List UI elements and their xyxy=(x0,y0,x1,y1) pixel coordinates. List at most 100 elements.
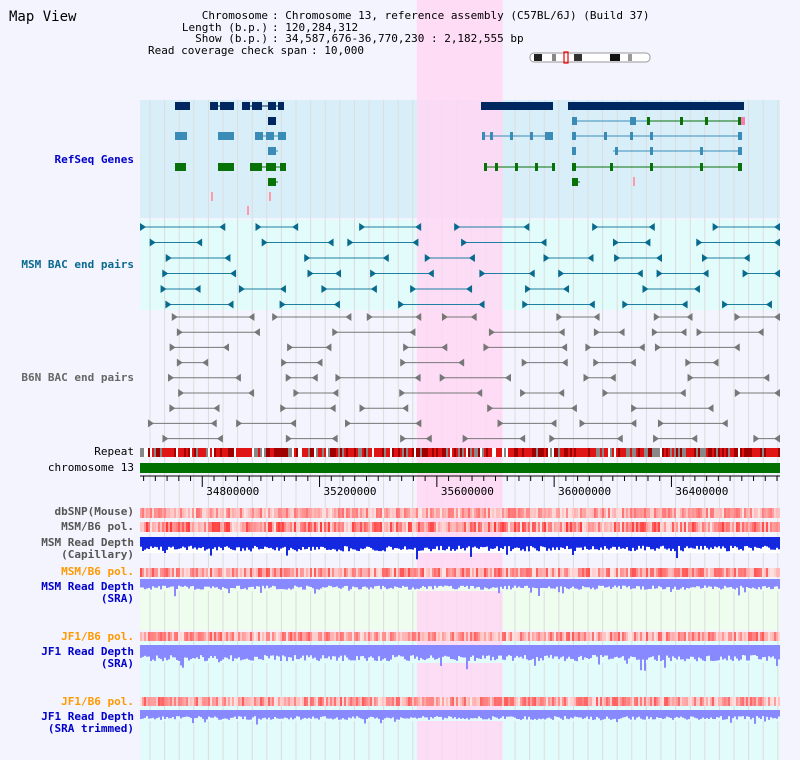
polymorphism-cell xyxy=(168,697,170,706)
depth-bar xyxy=(316,579,318,590)
polymorphism-cell xyxy=(400,697,402,706)
polymorphism-cell xyxy=(536,508,538,518)
depth-bar xyxy=(678,537,680,547)
polymorphism-cell xyxy=(236,697,238,706)
polymorphism-cell xyxy=(578,568,580,577)
polymorphism-cell xyxy=(374,522,376,532)
depth-bar xyxy=(314,645,316,658)
polymorphism-cell xyxy=(478,697,480,706)
track-label-b6n-bac[interactable]: B6N BAC end pairs xyxy=(21,371,134,384)
polymorphism-cell xyxy=(360,522,362,532)
bac-end-marker xyxy=(521,358,528,367)
repeat-block xyxy=(668,448,670,457)
polymorphism-cell xyxy=(226,568,228,577)
depth-bar xyxy=(252,710,254,718)
polymorphism-cell xyxy=(610,522,612,532)
depth-bar xyxy=(712,645,714,661)
polymorphism-cell xyxy=(272,697,274,706)
polymorphism-cell xyxy=(722,568,724,577)
depth-bar xyxy=(438,645,440,658)
polymorphism-cell xyxy=(260,508,262,518)
polymorphism-cell xyxy=(700,522,702,532)
depth-bar xyxy=(458,645,460,657)
polymorphism-cell xyxy=(416,632,418,641)
polymorphism-cell xyxy=(660,697,662,706)
polymorphism-cell xyxy=(504,508,506,518)
polymorphism-cell xyxy=(318,697,320,706)
depth-bar xyxy=(548,710,550,718)
polymorphism-cell xyxy=(210,508,212,518)
repeat-block xyxy=(650,448,652,457)
bac-end-marker xyxy=(701,254,708,262)
polymorphism-cell xyxy=(288,568,290,577)
polymorphism-cell xyxy=(204,632,206,641)
depth-bar xyxy=(218,645,220,663)
polymorphism-cell xyxy=(488,697,490,706)
polymorphism-cell xyxy=(352,697,354,706)
depth-bar xyxy=(536,645,538,658)
polymorphism-cell xyxy=(718,522,720,532)
depth-bar xyxy=(616,645,618,657)
polymorphism-cell xyxy=(746,568,748,577)
depth-bar xyxy=(350,645,352,661)
polymorphism-cell xyxy=(490,568,492,577)
polymorphism-cell xyxy=(314,508,316,518)
depth-bar xyxy=(352,537,354,550)
repeat-block xyxy=(506,448,508,457)
repeat-block xyxy=(680,448,682,457)
depth-bar xyxy=(490,645,492,661)
depth-bar xyxy=(746,645,748,661)
polymorphism-cell xyxy=(520,697,522,706)
polymorphism-cell xyxy=(168,522,170,532)
track-label-msm-bac[interactable]: MSM BAC end pairs xyxy=(21,258,134,271)
polymorphism-cell xyxy=(378,697,380,706)
depth-bar xyxy=(222,579,224,588)
polymorphism-cell xyxy=(430,632,432,641)
polymorphism-cell xyxy=(516,568,518,577)
depth-bar xyxy=(142,579,144,588)
depth-bar xyxy=(730,710,732,723)
polymorphism-cell xyxy=(342,697,344,706)
polymorphism-cell xyxy=(768,697,770,706)
polymorphism-cell xyxy=(176,697,178,706)
depth-bar xyxy=(656,579,658,589)
polymorphism-cell xyxy=(322,522,324,532)
bac-end-marker xyxy=(140,223,147,231)
depth-bar xyxy=(274,537,276,551)
polymorphism-cell xyxy=(574,632,576,641)
polymorphism-cell xyxy=(730,568,732,577)
depth-bar xyxy=(296,645,298,660)
polymorphism-cell xyxy=(416,508,418,518)
depth-bar xyxy=(512,710,514,717)
polymorphism-cell xyxy=(396,632,398,641)
polymorphism-cell xyxy=(452,522,454,532)
polymorphism-cell xyxy=(762,568,764,577)
polymorphism-cell xyxy=(710,568,712,577)
depth-bar xyxy=(332,579,334,588)
depth-bar xyxy=(316,645,318,661)
depth-bar xyxy=(550,645,552,655)
depth-bar xyxy=(770,579,772,590)
bac-end-marker xyxy=(618,328,625,337)
depth-bar xyxy=(724,645,726,659)
polymorphism-cell xyxy=(162,568,164,577)
bac-end-marker xyxy=(165,300,172,309)
polymorphism-cell xyxy=(720,697,722,706)
jf1-depth-sra-track xyxy=(140,645,780,671)
polymorphism-cell xyxy=(200,522,202,532)
depth-bar xyxy=(572,645,574,660)
repeat-block xyxy=(718,448,720,457)
polymorphism-cell xyxy=(660,632,662,641)
depth-bar xyxy=(634,710,636,720)
depth-bar xyxy=(298,645,300,660)
track-label-refseq[interactable]: RefSeq Genes xyxy=(54,153,134,166)
repeat-block xyxy=(550,448,552,457)
repeat-block xyxy=(212,448,214,457)
depth-bar xyxy=(274,579,276,587)
depth-bar xyxy=(360,579,362,590)
polymorphism-cell xyxy=(478,522,480,532)
repeat-block xyxy=(526,448,528,457)
repeat-block xyxy=(330,448,332,457)
repeat-block xyxy=(728,448,730,457)
